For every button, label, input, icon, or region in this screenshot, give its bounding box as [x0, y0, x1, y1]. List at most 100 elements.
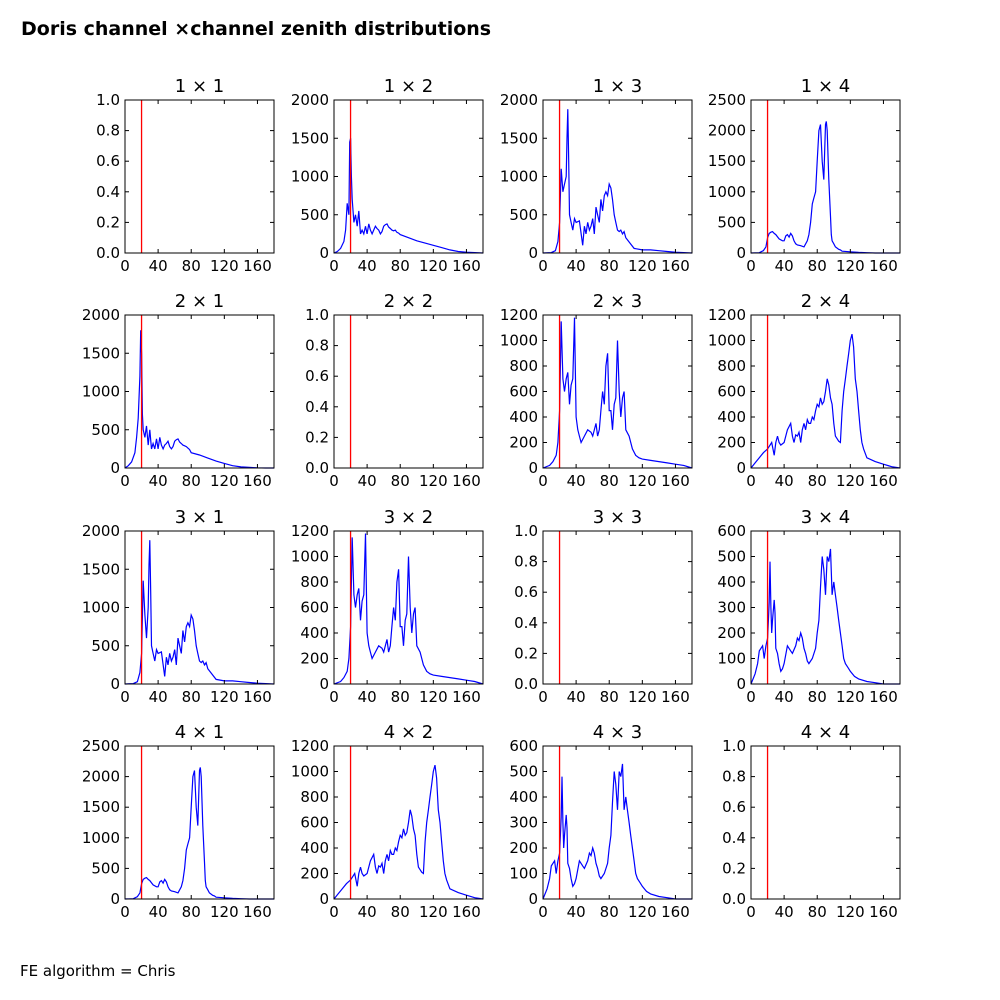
y-tick-label: 0.8 [722, 768, 746, 786]
x-tick-label: 120 [210, 257, 239, 275]
panel-title: 4 × 1 [175, 722, 224, 743]
y-tick-label: 0.4 [722, 829, 746, 847]
y-tick-label: 2500 [82, 737, 120, 755]
y-tick-label: 0.2 [514, 644, 538, 662]
x-tick-label: 40 [358, 472, 377, 490]
x-tick-label: 0 [329, 257, 339, 275]
x-tick-label: 120 [628, 257, 657, 275]
x-tick-label: 40 [775, 257, 794, 275]
y-tick-label: 1500 [500, 129, 538, 147]
x-tick-label: 120 [628, 688, 657, 706]
histogram-panel: 3 × 1 0 40 80 120 160 0 500 1000 1500 2000 [82, 507, 275, 706]
x-tick-label: 80 [182, 903, 201, 921]
plot-frame [333, 530, 484, 685]
x-tick-label: 160 [869, 472, 898, 490]
x-tick-label: 40 [358, 688, 377, 706]
y-tick-label: 500 [91, 859, 120, 877]
y-tick-label: 600 [509, 383, 538, 401]
histogram-panel: 4 × 2 0 40 80 120 160 0 200 400 600 800 1000 1200 [291, 722, 484, 921]
y-tick-label: 0.4 [514, 614, 538, 632]
x-tick-label: 40 [775, 472, 794, 490]
x-tick-label: 160 [869, 257, 898, 275]
y-tick-label: 300 [509, 814, 538, 832]
x-tick-label: 120 [836, 257, 865, 275]
y-tick-label: 500 [717, 213, 746, 231]
panel-title: 3 × 4 [801, 507, 850, 528]
x-tick-label: 120 [419, 903, 448, 921]
y-tick-label: 1500 [82, 798, 120, 816]
histogram-panel: 1 × 3 0 40 80 120 160 0 500 1000 1500 2000 [500, 76, 693, 275]
histogram-series [750, 548, 900, 685]
x-tick-label: 0 [329, 903, 339, 921]
y-tick-label: 1500 [708, 152, 746, 170]
y-tick-label: 600 [717, 383, 746, 401]
y-tick-label: 2000 [500, 91, 538, 109]
x-tick-label: 80 [600, 688, 619, 706]
y-tick-label: 0 [319, 675, 329, 693]
y-tick-label: 1000 [500, 168, 538, 186]
y-tick-label: 1500 [82, 560, 120, 578]
plot-frame [333, 99, 484, 254]
y-tick-label: 1200 [291, 522, 329, 540]
x-tick-label: 160 [452, 257, 481, 275]
x-tick-label: 80 [600, 472, 619, 490]
histogram-panel: 1 × 4 0 40 80 120 160 0 500 1000 1500 2000 2500 [708, 76, 901, 275]
x-tick-label: 80 [808, 257, 827, 275]
y-tick-label: 0.6 [96, 152, 120, 170]
x-tick-label: 40 [149, 688, 168, 706]
y-tick-label: 1000 [291, 763, 329, 781]
x-tick-label: 80 [808, 903, 827, 921]
x-tick-label: 0 [538, 688, 548, 706]
histogram-panel: 2 × 1 0 40 80 120 160 0 500 1000 1500 2000 [82, 291, 275, 490]
y-tick-label: 400 [300, 839, 329, 857]
histogram-panel: 2 × 2 0 40 80 120 160 0.0 0.2 0.4 0.6 0.8 1.0 [305, 291, 484, 490]
x-tick-label: 120 [628, 903, 657, 921]
x-tick-label: 0 [120, 257, 130, 275]
histogram-series [124, 540, 275, 685]
y-tick-label: 1000 [291, 548, 329, 566]
histogram-series [750, 121, 900, 254]
histogram-panel: 3 × 4 0 40 80 120 160 0 100 200 300 400 500 600 [717, 507, 901, 706]
y-tick-label: 0.8 [96, 122, 120, 140]
y-tick-label: 0 [736, 244, 746, 262]
x-tick-label: 120 [210, 688, 239, 706]
plot-frame [750, 99, 901, 254]
plot-frame [542, 314, 693, 469]
panel-title: 2 × 1 [175, 291, 224, 312]
plot-frame [750, 745, 901, 900]
x-tick-label: 0 [120, 688, 130, 706]
x-tick-label: 0 [746, 688, 756, 706]
panel-title: 1 × 2 [384, 76, 433, 97]
x-tick-label: 80 [808, 472, 827, 490]
y-tick-label: 0.8 [305, 337, 329, 355]
y-tick-label: 100 [717, 650, 746, 668]
x-tick-label: 120 [419, 257, 448, 275]
x-tick-label: 80 [182, 257, 201, 275]
y-tick-label: 0.2 [722, 859, 746, 877]
x-tick-label: 40 [358, 903, 377, 921]
y-tick-label: 1500 [82, 344, 120, 362]
histogram-panel: 3 × 3 0 40 80 120 160 0.0 0.2 0.4 0.6 0.8 1.0 [514, 507, 693, 706]
panel-title: 1 × 1 [175, 76, 224, 97]
y-tick-label: 1000 [500, 332, 538, 350]
x-tick-label: 80 [391, 903, 410, 921]
x-tick-label: 160 [452, 903, 481, 921]
histogram-panel: 4 × 4 0 40 80 120 160 0.0 0.2 0.4 0.6 0.8 1.0 [722, 722, 901, 921]
x-tick-label: 160 [243, 472, 272, 490]
y-tick-label: 300 [717, 599, 746, 617]
histogram-series [333, 764, 484, 900]
x-tick-label: 120 [836, 472, 865, 490]
y-tick-label: 500 [91, 421, 120, 439]
y-tick-label: 0.2 [96, 213, 120, 231]
x-tick-label: 120 [419, 688, 448, 706]
y-tick-label: 0 [110, 890, 120, 908]
y-tick-label: 0.0 [305, 459, 329, 477]
panel-title: 3 × 1 [175, 507, 224, 528]
x-tick-label: 80 [391, 472, 410, 490]
histogram-series [333, 533, 484, 685]
y-tick-label: 0 [319, 890, 329, 908]
x-tick-label: 120 [628, 472, 657, 490]
panel-title: 3 × 2 [384, 507, 433, 528]
y-tick-label: 0.2 [305, 428, 329, 446]
x-tick-label: 0 [120, 903, 130, 921]
